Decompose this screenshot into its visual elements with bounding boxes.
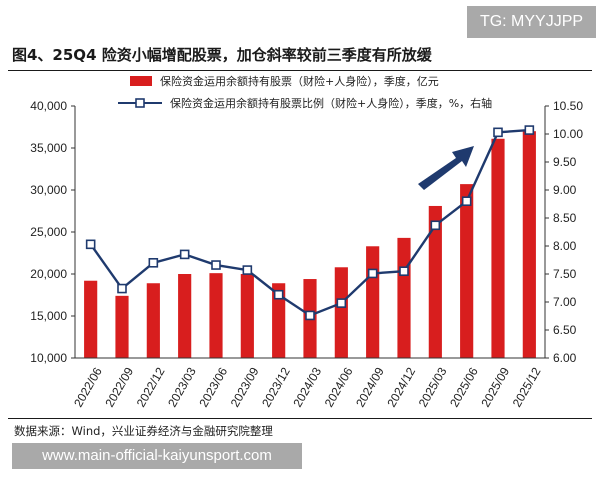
right-tick-label: 8.50 (553, 211, 577, 225)
right-tick-label: 8.00 (553, 239, 577, 253)
title-divider (8, 70, 592, 71)
bar (178, 274, 192, 358)
bar (115, 295, 129, 358)
x-tick-label: 2023/03 (165, 365, 199, 410)
x-tick-label: 2025/09 (478, 365, 512, 410)
x-tick-label: 2024/06 (322, 365, 356, 410)
website-watermark: www.main-official-kaiyunsport.com (12, 443, 302, 469)
legend-bar-swatch (130, 76, 152, 86)
bar (334, 267, 348, 358)
line-point (179, 249, 190, 260)
watermark-badge: TG: MYYJJPP (467, 6, 596, 38)
right-tick-label: 10.50 (553, 99, 583, 113)
x-tick-label: 2022/06 (71, 365, 105, 410)
chart-legend: 保险资金运用余额持有股票（财险+人身险），季度，亿元保险资金运用余额持有股票比例… (118, 74, 492, 110)
bar (522, 131, 536, 358)
bar (491, 138, 505, 358)
x-tick-label: 2024/09 (353, 365, 387, 410)
left-tick-label: 20,000 (30, 267, 67, 281)
right-y-axis: 6.00 6.50 7.00 7.50 8.00 8.50 9.00 9.50 10.00 10.… (544, 99, 583, 365)
legend-line-label: 保险资金运用余额持有股票比例（财险+人身险），季度，%，右轴 (170, 96, 492, 110)
x-tick-label: 2025/12 (510, 365, 544, 410)
bar (209, 273, 223, 358)
x-tick-label: 2022/12 (134, 365, 168, 410)
line-point (367, 268, 378, 279)
bar (397, 237, 411, 358)
x-tick-label: 2025/06 (447, 365, 481, 410)
right-tick-label: 6.50 (553, 323, 577, 337)
source-note: 数据来源：Wind，兴业证券经济与金融研究院整理 (14, 424, 273, 438)
line-point (85, 239, 96, 250)
right-tick-label: 9.50 (553, 155, 577, 169)
x-axis: 2022/062022/092022/122023/032023/062023/… (71, 357, 545, 410)
bar (366, 246, 380, 358)
x-tick-label: 2025/03 (416, 365, 450, 410)
line-point (211, 260, 221, 270)
bar (146, 283, 160, 358)
left-tick-label: 40,000 (30, 99, 67, 113)
line-point (461, 196, 472, 206)
left-tick-label: 10,000 (30, 351, 67, 365)
left-tick-label: 35,000 (30, 141, 67, 155)
line-point (273, 289, 284, 300)
x-tick-label: 2023/06 (196, 365, 230, 410)
line-point (148, 257, 159, 268)
source-divider (8, 418, 592, 419)
x-tick-label: 2023/09 (228, 365, 262, 410)
bar (428, 205, 442, 358)
line-series (85, 125, 535, 321)
right-tick-label: 6.00 (553, 351, 577, 365)
line-point (524, 125, 535, 135)
bar (272, 283, 286, 358)
line-point (242, 265, 253, 275)
chart-title: 图4、25Q4 险资小幅增配股票，加仓斜率较前三季度有所放缓 (12, 46, 432, 64)
x-tick-label: 2024/12 (384, 365, 418, 410)
legend-line-marker (135, 98, 145, 108)
bar (240, 274, 254, 358)
line-point (336, 298, 347, 308)
right-tick-label: 7.00 (553, 295, 577, 309)
line-point (430, 220, 441, 231)
left-tick-label: 30,000 (30, 183, 67, 197)
right-tick-label: 7.50 (553, 267, 577, 281)
left-tick-label: 15,000 (30, 309, 67, 323)
right-tick-label: 10.00 (553, 127, 583, 141)
bar (460, 184, 474, 358)
left-y-axis: 10,000 15,000 20,000 25,000 30,000 35,000 40,0… (30, 99, 76, 365)
line-point (117, 283, 127, 294)
left-tick-label: 25,000 (30, 225, 67, 239)
line-point (493, 127, 503, 138)
bar-series (84, 131, 536, 358)
bar (84, 280, 98, 358)
right-tick-label: 9.00 (553, 183, 577, 197)
x-tick-label: 2023/12 (259, 365, 293, 410)
trend-arrow (418, 146, 474, 190)
legend-bar-label: 保险资金运用余额持有股票（财险+人身险），季度，亿元 (160, 74, 439, 88)
line-point (305, 310, 315, 321)
line-point (399, 266, 409, 277)
arrow-shape (418, 146, 474, 190)
x-tick-label: 2022/09 (102, 365, 136, 410)
x-tick-label: 2024/03 (290, 365, 324, 410)
